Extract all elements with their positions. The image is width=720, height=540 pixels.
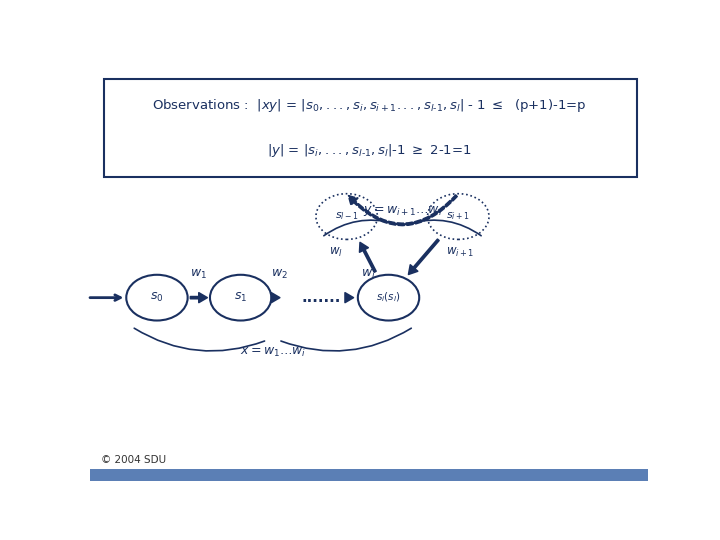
- FancyArrowPatch shape: [359, 242, 376, 272]
- FancyArrowPatch shape: [348, 195, 457, 226]
- FancyArrowPatch shape: [345, 293, 354, 302]
- Text: Observations :  $|xy|$ = $|s_0,...,s_i,s_{i+1}...,s_{l\text{-}1},s_l|$ - 1 $\leq: Observations : $|xy|$ = $|s_0,...,s_i,s_…: [152, 97, 586, 114]
- Text: $w_{i+1}$: $w_{i+1}$: [446, 246, 474, 260]
- Bar: [90, 469, 648, 481]
- Text: $w_2$: $w_2$: [271, 268, 288, 281]
- FancyArrowPatch shape: [190, 293, 207, 302]
- Text: $s_1$: $s_1$: [234, 291, 247, 304]
- Text: $w_i$: $w_i$: [361, 268, 375, 281]
- Bar: [104, 79, 637, 177]
- FancyArrowPatch shape: [408, 239, 439, 274]
- Text: $x{=}w_1{\ldots}w_i$: $x{=}w_1{\ldots}w_i$: [240, 346, 306, 360]
- Text: $y{=}w_{i+1}{\ldots}w_l$: $y{=}w_{i+1}{\ldots}w_l$: [363, 204, 442, 218]
- Text: $s_0$: $s_0$: [150, 291, 163, 304]
- Text: $s_i(s_l)$: $s_i(s_l)$: [377, 291, 401, 305]
- FancyArrowPatch shape: [271, 293, 280, 302]
- Text: .......: .......: [302, 290, 341, 305]
- Text: $|y|$ = $|s_i,...,s_{l\text{-}1},s_l|$-1 $\geq$ 2-1=1: $|y|$ = $|s_i,...,s_{l\text{-}1},s_l|$-1…: [266, 142, 472, 159]
- Text: $w_1$: $w_1$: [190, 268, 207, 281]
- Text: $s_{i+1}$: $s_{i+1}$: [446, 211, 470, 222]
- Text: $s_{l-1}$: $s_{l-1}$: [335, 211, 359, 222]
- Text: © 2004 SDU: © 2004 SDU: [101, 455, 166, 465]
- Text: $w_l$: $w_l$: [328, 246, 343, 260]
